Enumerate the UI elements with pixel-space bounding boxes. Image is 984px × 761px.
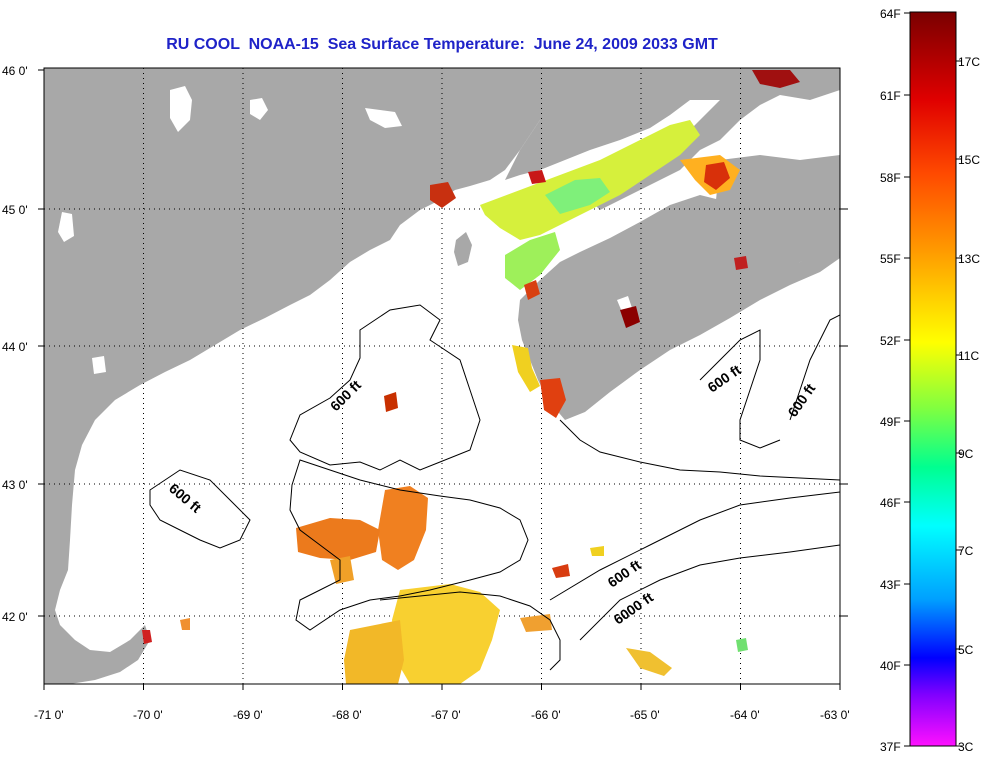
sst-patch-georges-north: [378, 486, 428, 570]
sst-patch-pei: [752, 70, 800, 88]
colorbar-c-label: 15C: [958, 153, 980, 167]
lon-label: -67 0': [431, 708, 461, 722]
lake: [58, 212, 74, 242]
lat-label: 42 0': [2, 610, 28, 624]
sst-patch-ns-east: [734, 256, 748, 270]
colorbar-f-label: 49F: [880, 415, 901, 429]
land-grand-manan: [454, 232, 472, 266]
lake: [365, 108, 402, 128]
sst-patch-fundy-green: [545, 178, 610, 214]
sst-patch-georges-west: [296, 518, 380, 560]
lat-label: 43 0': [2, 478, 28, 492]
sst-patch-nb-shore: [528, 170, 546, 184]
isobath-600ft-georges-south: [549, 491, 840, 601]
latitude-labels: 46 0' 45 0' 44 0' 43 0' 42 0': [2, 64, 28, 624]
sst-patch-ns-inland: [620, 306, 640, 328]
sst-patch-green-dot: [736, 638, 748, 652]
land-new-england: [44, 68, 560, 684]
lon-label: -69 0': [233, 708, 263, 722]
sst-patch-passamaquoddy: [430, 182, 456, 208]
colorbar-f-label: 37F: [880, 740, 901, 754]
lon-label: -63 0': [820, 708, 850, 722]
lake: [250, 98, 268, 120]
sst-patch-slope-small: [590, 546, 604, 556]
isobath-600ft-wilkinson: [149, 469, 251, 549]
sst-patch-ne-channel: [552, 564, 570, 578]
land-cape-breton: [710, 155, 840, 270]
sst-patch-digby: [524, 280, 540, 300]
lon-label: -70 0': [133, 708, 163, 722]
colorbar-c-label: 17C: [958, 55, 980, 69]
sst-patch-fundy-mouth: [505, 232, 560, 290]
axis-ticks: [38, 69, 848, 690]
map-title: RU COOL NOAA-15 Sea Surface Temperature:…: [166, 36, 718, 53]
sst-patch-minas: [704, 162, 730, 190]
sst-patch-scotian-slope: [626, 648, 672, 676]
lake: [170, 86, 192, 132]
lake: [92, 356, 106, 374]
sst-patch-georges-east: [520, 614, 552, 632]
colorbar-c-label: 13C: [958, 252, 980, 266]
colorbar-c-label: 3C: [958, 740, 974, 754]
isobath-600ft-ns-2: [789, 314, 840, 421]
colorbar-f-label: 40F: [880, 659, 901, 673]
lon-label: -71 0': [34, 708, 64, 722]
isobath-600ft-georges-basin: [289, 459, 529, 631]
sst-patch-jordan: [180, 618, 190, 630]
sst-patch-georges-bank: [392, 584, 500, 684]
colorbar-gradient: [909, 11, 957, 747]
sst-patch-cape-cod: [142, 630, 152, 644]
isobath-600ft-shelf: [559, 419, 840, 481]
colorbar-f-label: 64F: [880, 7, 901, 21]
colorbar: 64F 61F 58F 55F 52F 49F 46F 43F 40F 37F …: [880, 7, 980, 754]
colorbar-c-label: 9C: [958, 447, 974, 461]
colorbar-f-label: 43F: [880, 578, 901, 592]
colorbar-c-label: 11C: [958, 349, 979, 363]
longitude-labels: -71 0' -70 0' -69 0' -68 0' -67 0' -66 0…: [34, 708, 850, 722]
lon-label: -68 0': [332, 708, 362, 722]
sst-patch-georges-w2: [330, 556, 354, 584]
isobath-lines: [149, 304, 840, 671]
sst-patch-gulf-maine-1: [384, 392, 398, 412]
land-nova-scotia: [518, 195, 840, 420]
colorbar-f-label: 61F: [880, 89, 901, 103]
lon-label: -65 0': [630, 708, 660, 722]
colorbar-f-label: 52F: [880, 334, 901, 348]
colorbar-c-label: 5C: [958, 643, 974, 657]
sst-data: [142, 70, 800, 684]
colorbar-f-label: 55F: [880, 252, 901, 266]
sst-patch-yarmouth: [512, 345, 540, 392]
lon-label: -64 0': [730, 708, 760, 722]
lat-label: 44 0': [2, 340, 28, 354]
isobath-6000ft: [579, 544, 840, 641]
sst-patch-cape-sable: [540, 378, 566, 418]
colorbar-f-label: 58F: [880, 171, 901, 185]
colorbar-c-label: 7C: [958, 544, 974, 558]
colorbar-f-label: 46F: [880, 496, 901, 510]
lat-label: 45 0': [2, 203, 28, 217]
land-maritimes: [505, 68, 840, 210]
sst-patch-georges-bank-2: [344, 620, 404, 684]
isobath-600ft-jordan-basin: [289, 304, 481, 471]
isobath-600ft-ns-1: [699, 329, 781, 449]
lon-label: -66 0': [531, 708, 561, 722]
isobath-georges-edge: [379, 591, 561, 671]
lat-label: 46 0': [2, 64, 28, 78]
